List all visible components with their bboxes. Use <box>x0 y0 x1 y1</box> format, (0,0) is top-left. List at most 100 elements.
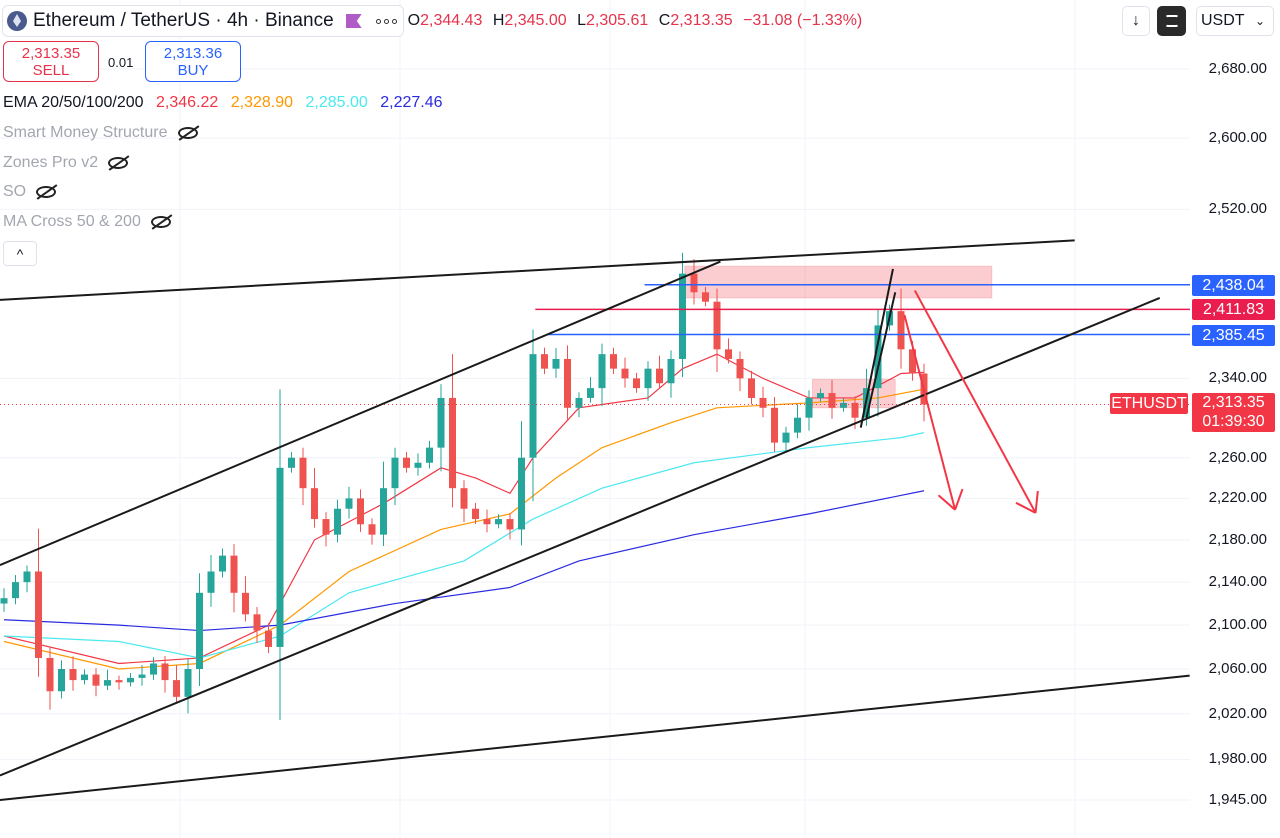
candle-down <box>472 508 479 520</box>
chevron-up-icon: ^ <box>16 246 24 262</box>
y-tick-label: 2,100.00 <box>1208 616 1267 634</box>
candle-up <box>874 325 882 389</box>
candle-up <box>426 447 433 463</box>
candle-up <box>184 669 192 697</box>
candle-down <box>621 368 629 379</box>
arrow-head-icon <box>1034 490 1039 513</box>
candle-down <box>909 349 916 374</box>
candle-up <box>437 397 445 448</box>
candle-down <box>230 555 238 593</box>
low-label: L <box>577 12 587 29</box>
indicator-label: Smart Money Structure <box>3 124 168 141</box>
price-line-tag[interactable]: 2,438.04 <box>1192 274 1275 296</box>
candle-up <box>644 368 652 389</box>
candle-up <box>12 582 19 599</box>
eye-hidden-icon[interactable] <box>150 216 171 228</box>
candle-up <box>391 457 399 489</box>
candle-up <box>219 555 226 572</box>
high-value: 2,345.00 <box>504 12 567 29</box>
indicator-zones-pro[interactable]: Zones Pro v2 <box>3 154 129 172</box>
candle-down <box>656 368 663 384</box>
eye-hidden-icon[interactable] <box>108 157 129 169</box>
candle-down <box>633 378 640 389</box>
price-line-tag[interactable]: 2,385.45 <box>1192 324 1275 346</box>
sell-price: 2,313.35 <box>21 45 81 62</box>
candle-down <box>115 680 123 683</box>
collapse-legend-button[interactable]: ^ <box>3 241 37 266</box>
sell-label: SELL <box>32 62 70 79</box>
candle-up <box>575 397 583 408</box>
candle-down <box>265 630 272 647</box>
candle-up <box>196 592 203 670</box>
candle-up <box>334 508 341 535</box>
legend-header-row: Ethereum / TetherUS · 4h · Binance O2,34… <box>2 5 868 37</box>
y-tick-label: 2,020.00 <box>1208 704 1267 722</box>
arrow-head-icon <box>954 488 964 511</box>
candle-up <box>0 598 8 604</box>
indicator-label: SO <box>3 183 27 200</box>
fullscreen-button[interactable] <box>1157 6 1186 36</box>
candle-down <box>736 358 744 379</box>
arrow-head-icon <box>1015 501 1037 514</box>
last-price: 2,313.35 <box>1202 394 1265 412</box>
candle-down <box>897 311 905 350</box>
bar-countdown: 01:39:30 <box>1202 413 1265 431</box>
low-value: 2,305.61 <box>586 12 649 29</box>
trend-line <box>859 268 894 428</box>
ethereum-icon <box>7 11 27 31</box>
eye-hidden-icon[interactable] <box>177 127 198 139</box>
y-tick-label: 2,140.00 <box>1208 573 1267 591</box>
symbol-selector[interactable]: Ethereum / TetherUS · 4h · Binance <box>2 5 404 37</box>
candle-down <box>173 680 180 697</box>
currency-select[interactable]: USDT ⌄ <box>1196 6 1274 36</box>
candle-up <box>345 498 353 509</box>
ema20-value: 2,346.22 <box>156 94 219 111</box>
indicator-so[interactable]: SO <box>3 183 57 201</box>
flag-icon[interactable] <box>345 14 362 28</box>
candle-up <box>207 571 215 593</box>
y-tick-label: 2,600.00 <box>1208 129 1267 147</box>
candle-up <box>414 462 422 468</box>
indicator-label: MA Cross 50 & 200 <box>3 213 141 230</box>
candle-up <box>840 402 847 408</box>
candle-up <box>104 680 111 686</box>
eye-hidden-icon[interactable] <box>36 186 57 198</box>
candle-up <box>138 674 146 678</box>
candle-down <box>242 592 249 615</box>
buy-button[interactable]: 2,313.36 BUY <box>145 41 241 82</box>
candle-up <box>127 677 134 683</box>
candle-down <box>690 273 698 293</box>
price-line-tag[interactable]: 2,411.83 <box>1192 299 1275 321</box>
candle-down <box>851 402 859 418</box>
ema-legend[interactable]: EMA 20/50/100/200 2,346.22 2,328.90 2,28… <box>3 94 451 112</box>
candle-up <box>598 354 606 389</box>
y-tick-label: 2,340.00 <box>1208 369 1267 387</box>
candle-down <box>311 488 318 520</box>
candle-down <box>759 397 767 408</box>
candle-up <box>23 571 31 583</box>
last-price-tag: 2,313.35 01:39:30 <box>1192 393 1275 433</box>
sell-button[interactable]: 2,313.35 SELL <box>3 41 99 82</box>
buy-label: BUY <box>177 62 209 79</box>
y-tick-label: 2,260.00 <box>1208 448 1267 466</box>
candle-up <box>288 457 295 468</box>
open-label: O <box>407 12 421 29</box>
candle-down <box>299 457 307 489</box>
ema100-value: 2,285.00 <box>305 94 368 111</box>
ellipsis-icon[interactable] <box>375 18 397 24</box>
ema200-value: 2,227.46 <box>380 94 443 111</box>
download-button[interactable]: ↓ <box>1122 6 1150 36</box>
spread: 0.01 <box>108 55 134 70</box>
candle-down <box>322 519 330 535</box>
trend-line <box>0 297 1161 777</box>
projection-arrow <box>903 314 957 511</box>
indicator-smart-money[interactable]: Smart Money Structure <box>3 124 198 142</box>
indicator-ma-cross[interactable]: MA Cross 50 & 200 <box>3 213 171 231</box>
y-tick-label: 2,060.00 <box>1208 660 1267 677</box>
candle-down <box>368 524 376 535</box>
candle-up <box>679 273 686 359</box>
candle-down <box>771 407 778 443</box>
ohlc-values: O2,344.43 H2,345.00 L2,305.61 C2,313.35 … <box>408 12 869 30</box>
trend-line <box>0 239 1075 301</box>
candle-up <box>552 358 560 369</box>
